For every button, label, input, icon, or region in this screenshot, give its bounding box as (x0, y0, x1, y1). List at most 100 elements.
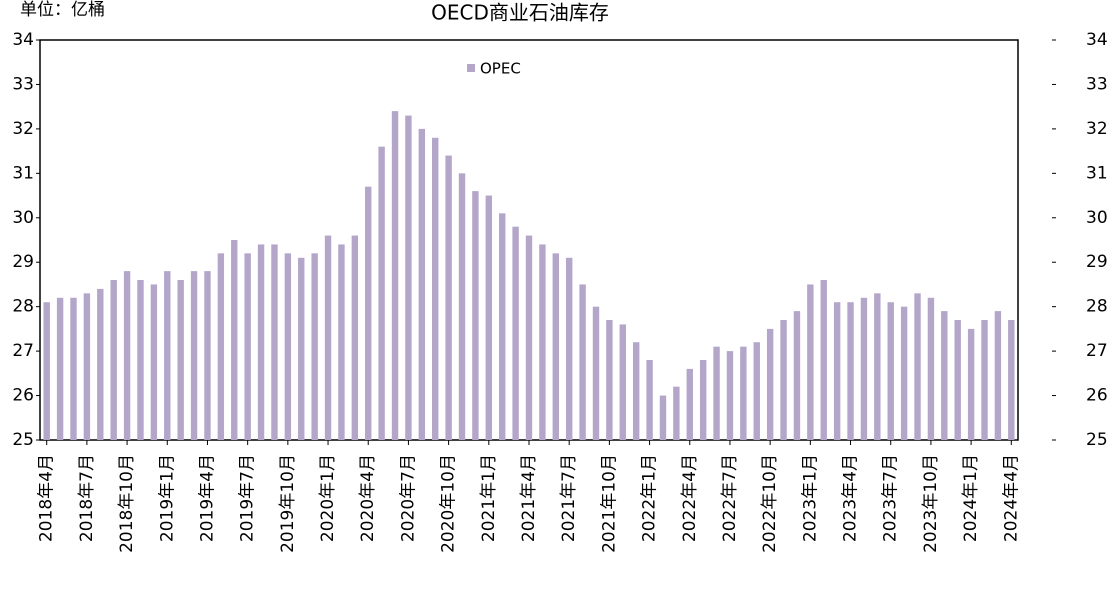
bar (981, 320, 988, 440)
bar (499, 213, 506, 440)
bar (338, 244, 345, 440)
x-tick-label: 2024年1月 (961, 454, 981, 542)
bar (592, 306, 600, 440)
y-tick-label: 29 (12, 252, 34, 272)
x-tick-label: 2019年10月 (278, 454, 298, 553)
bar (164, 271, 171, 440)
bar (324, 235, 332, 440)
x-tick-label: 2020年10月 (439, 454, 459, 553)
bar (927, 297, 935, 440)
x-tick-label: 2018年4月 (37, 454, 57, 542)
chart-title: OECD商业石油库存 (431, 1, 609, 25)
unit-label: 单位：亿桶 (20, 0, 105, 20)
y2-tick-label: 27 (1086, 341, 1108, 361)
x-tick-label: 2021年10月 (599, 454, 619, 553)
bar (619, 324, 626, 440)
bar (217, 253, 225, 440)
bar (713, 346, 720, 440)
bar (900, 306, 908, 440)
y-tick-label: 26 (12, 386, 34, 406)
bar (686, 368, 693, 440)
x-tick-label: 2020年7月 (398, 454, 418, 542)
bar (552, 253, 559, 440)
y2-tick-label: 26 (1086, 386, 1108, 406)
bar (391, 111, 399, 440)
bar (673, 386, 680, 440)
bar (257, 244, 265, 440)
bar (820, 280, 827, 440)
x-tick-label: 2020年4月 (358, 454, 378, 542)
x-tick-label: 2023年4月 (841, 454, 861, 542)
bar (740, 346, 747, 440)
bar (766, 328, 774, 440)
x-tick-label: 2022年1月 (640, 454, 660, 542)
bar (190, 271, 198, 440)
y2-tick-label: 31 (1086, 163, 1108, 183)
x-tick-label: 2019年7月 (238, 454, 258, 542)
bar (646, 360, 653, 440)
x-tick-label: 2024年4月 (1001, 454, 1021, 542)
x-tick-label: 2023年10月 (921, 454, 941, 553)
y2-tick-label: 28 (1086, 297, 1108, 317)
bar (606, 320, 613, 440)
legend-swatch (467, 64, 475, 72)
bar (70, 297, 77, 440)
bar (485, 195, 493, 440)
bar (204, 271, 211, 440)
bar (97, 288, 104, 440)
bar (753, 342, 760, 440)
bar (847, 302, 854, 440)
bar (56, 297, 64, 440)
bar (244, 253, 251, 440)
y-tick-label: 31 (12, 163, 34, 183)
bar (445, 155, 452, 441)
bar (231, 240, 238, 440)
y-tick-label: 28 (12, 297, 34, 317)
y-tick-label: 33 (12, 74, 34, 94)
bar (284, 253, 292, 440)
bar (887, 302, 894, 440)
bar (365, 186, 372, 440)
bar (860, 297, 868, 440)
bar (418, 128, 426, 440)
bar (458, 173, 466, 441)
bar (967, 328, 975, 440)
x-tick-label: 2018年10月 (117, 454, 137, 553)
y2-tick-label: 29 (1086, 252, 1108, 272)
x-tick-label: 2023年1月 (800, 454, 820, 542)
bar (807, 284, 814, 440)
legend-label: OPEC (480, 60, 521, 78)
x-tick-label: 2021年1月 (479, 454, 499, 542)
bar (954, 320, 961, 440)
bar (1008, 320, 1015, 440)
x-tick-label: 2022年7月 (720, 454, 740, 542)
y2-tick-label: 33 (1086, 74, 1108, 94)
bar (43, 302, 50, 440)
bar (793, 311, 801, 440)
x-tick-label: 2019年4月 (197, 454, 217, 542)
bar (110, 280, 117, 440)
bar (432, 137, 439, 440)
bar (914, 293, 921, 440)
bar (298, 257, 305, 440)
bar (632, 342, 640, 440)
bar (311, 253, 318, 440)
x-tick-label: 2022年4月 (680, 454, 700, 542)
x-tick-label: 2019年1月 (157, 454, 177, 542)
y2-tick-label: 34 (1086, 30, 1108, 50)
y-tick-label: 30 (12, 208, 34, 228)
bar (123, 271, 131, 440)
y2-tick-label: 25 (1086, 430, 1108, 450)
bar (565, 257, 573, 440)
x-tick-label: 2018年7月 (77, 454, 97, 542)
bar (405, 115, 412, 441)
bar (512, 226, 519, 440)
x-tick-label: 2023年7月 (881, 454, 901, 542)
bar (780, 320, 787, 440)
bar (874, 293, 881, 440)
bar (472, 191, 479, 440)
bar (833, 302, 841, 440)
x-tick-label: 2021年4月 (519, 454, 539, 542)
bar (726, 351, 734, 440)
